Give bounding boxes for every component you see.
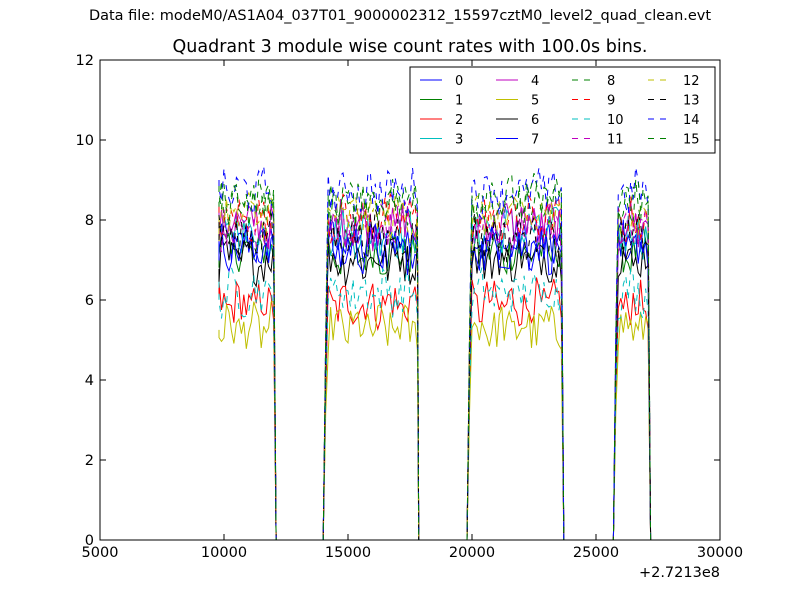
series-line-8 — [218, 179, 652, 541]
series-line-3 — [218, 206, 652, 541]
y-tick-label: 10 — [76, 133, 94, 149]
legend-label-14: 14 — [683, 113, 700, 128]
x-tick-label: 5000 — [82, 545, 119, 561]
x-offset-label: +2.7213e8 — [639, 565, 720, 581]
legend-label-5: 5 — [531, 94, 539, 109]
series-line-12 — [218, 191, 652, 541]
figure-suptitle: Data file: modeM0/AS1A04_037T01_90000023… — [88, 8, 712, 24]
series-line-0 — [218, 216, 652, 541]
y-tick-label: 12 — [76, 53, 94, 69]
x-tick-label: 20000 — [449, 545, 495, 561]
series-line-9 — [218, 192, 652, 541]
x-tick-label: 25000 — [573, 545, 619, 561]
y-tick-label: 0 — [85, 533, 94, 549]
legend-label-9: 9 — [607, 94, 615, 109]
series-line-13 — [218, 208, 652, 541]
legend-label-11: 11 — [607, 133, 624, 148]
y-tick-label: 2 — [85, 453, 94, 469]
legend-label-10: 10 — [607, 113, 624, 128]
y-tick-label: 4 — [85, 373, 94, 389]
legend-label-15: 15 — [683, 133, 700, 148]
legend-label-2: 2 — [455, 113, 463, 128]
series-line-11 — [218, 201, 652, 541]
series-line-14 — [218, 165, 652, 541]
y-tick-label: 8 — [85, 213, 94, 229]
series-line-7 — [218, 221, 652, 541]
legend-label-6: 6 — [531, 113, 539, 128]
x-tick-label: 15000 — [325, 545, 371, 561]
series-line-2 — [218, 277, 652, 541]
series-line-4 — [218, 198, 652, 541]
legend-label-13: 13 — [683, 94, 700, 109]
series-line-15 — [218, 172, 652, 541]
series-line-5 — [218, 300, 652, 541]
legend-label-4: 4 — [531, 74, 539, 89]
legend-label-7: 7 — [531, 133, 539, 148]
legend-label-0: 0 — [455, 74, 463, 89]
series-line-10 — [218, 265, 652, 541]
x-tick-label: 30000 — [697, 545, 743, 561]
series-line-6 — [218, 236, 652, 541]
series-line-1 — [218, 224, 652, 541]
legend-label-8: 8 — [607, 74, 615, 89]
y-tick-label: 6 — [85, 293, 94, 309]
chart-title: Quadrant 3 module wise count rates with … — [172, 37, 648, 57]
x-tick-label: 10000 — [201, 545, 247, 561]
legend-label-3: 3 — [455, 133, 463, 148]
legend-label-1: 1 — [455, 94, 463, 109]
legend-label-12: 12 — [683, 74, 700, 89]
